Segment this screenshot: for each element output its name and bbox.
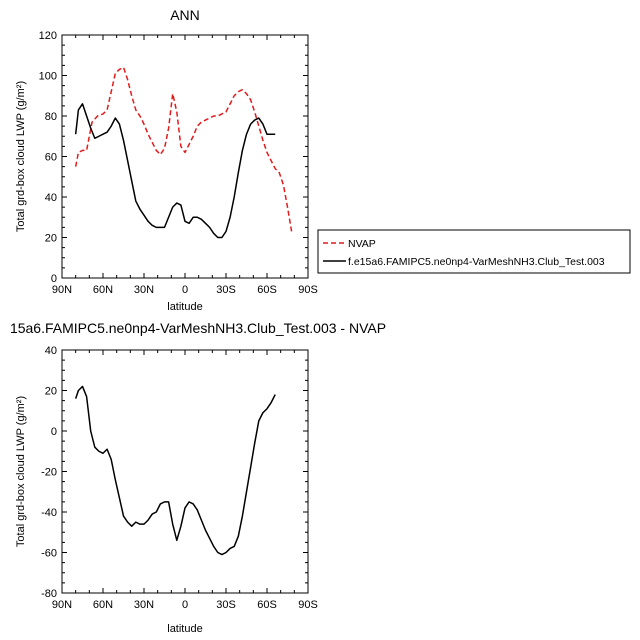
top-x-axis-label: latitude [167, 301, 202, 313]
top-ytick-label: 100 [39, 71, 57, 83]
top-y-axis-label: Total grd-box cloud LWP (g/m²) [15, 81, 27, 232]
bottom-ytick-label: -80 [41, 588, 57, 600]
bottom-xtick-label: 60N [93, 599, 113, 611]
top-ytick-label: 120 [39, 30, 57, 42]
bottom-ytick-label: -20 [41, 467, 57, 479]
bottom-series-lines [74, 385, 276, 556]
bottom-xtick-label: 30N [134, 599, 154, 611]
bottom-xtick-label: 90S [298, 599, 318, 611]
legend-box [317, 229, 631, 274]
legend-label-model: f.e15a6.FAMIPC5.ne0np4-VarMeshNH3.Club_T… [348, 256, 605, 268]
top-ytick-label: 80 [45, 111, 57, 123]
top-xtick-label: 60S [257, 284, 277, 296]
top-panel: ANN 90N 60N 30N 0 30S 60S 90S 0 20 40 60 80 100 120 l… [15, 7, 318, 313]
top-ytick-label: 0 [51, 273, 57, 285]
bottom-ytick-label: 0 [51, 426, 57, 438]
top-series-lines [74, 66, 293, 239]
bottom-panel: 15a6.FAMIPC5.ne0np4-VarMeshNH3.Club_Test… [10, 320, 386, 635]
bottom-xtick-label: 30S [216, 599, 236, 611]
bottom-series-line-0 [74, 385, 276, 556]
bottom-plot-frame [61, 349, 309, 594]
bottom-ytick-label: -60 [41, 548, 57, 560]
top-xtick-label: 60N [93, 284, 113, 296]
top-series-line-0 [74, 66, 293, 232]
bottom-x-axis-label: latitude [167, 623, 202, 635]
bottom-xtick-label: 90N [52, 599, 72, 611]
bottom-chart-title: 15a6.FAMIPC5.ne0np4-VarMeshNH3.Club_Test… [10, 320, 386, 336]
top-ytick-label: 20 [45, 233, 57, 245]
legend-label-nvap: NVAP [348, 238, 376, 250]
top-xtick-label: 30N [134, 284, 154, 296]
bottom-xtick-label: 0 [182, 599, 188, 611]
top-axis-ticks: 90N 60N 30N 0 30S 60S 90S 0 20 40 60 80 100 120 [39, 30, 318, 296]
top-xtick-label: 30S [216, 284, 236, 296]
bottom-ytick-label: 40 [45, 345, 57, 357]
top-xtick-label: 90S [298, 284, 318, 296]
bottom-ytick-label: -40 [41, 507, 57, 519]
bottom-y-axis-label: Total grd-box cloud LWP (g/m²) [15, 396, 27, 547]
top-plot-frame [61, 34, 309, 279]
bottom-ytick-label: 20 [45, 386, 57, 398]
top-xtick-label: 0 [182, 284, 188, 296]
top-series-line-1 [74, 103, 276, 239]
top-chart-title: ANN [170, 7, 200, 23]
legend: NVAP f.e15a6.FAMIPC5.ne0np4-VarMeshNH3.C… [317, 229, 631, 274]
top-xtick-label: 90N [52, 284, 72, 296]
bottom-xtick-label: 60S [257, 599, 277, 611]
top-ytick-label: 60 [45, 152, 57, 164]
bottom-axis-ticks: 90N 60N 30N 0 30S 60S 90S -80 -60 -40 -20 0 20 40 [41, 345, 318, 611]
top-ytick-label: 40 [45, 192, 57, 204]
